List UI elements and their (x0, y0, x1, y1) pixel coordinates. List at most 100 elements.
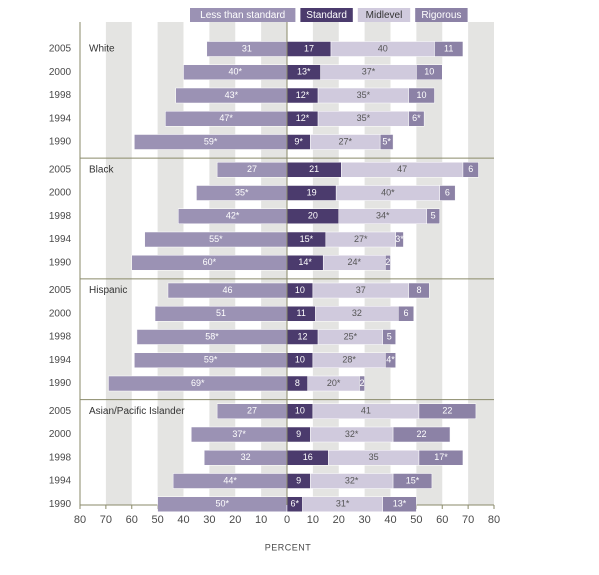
year-label: 2000 (49, 188, 72, 199)
bar (426, 208, 440, 224)
value-label: 46 (222, 285, 232, 295)
value-label: 59* (204, 355, 218, 365)
bar (416, 64, 443, 80)
bar (462, 162, 479, 178)
value-label: 12* (296, 113, 310, 123)
value-label: 19 (307, 187, 317, 197)
value-label: 47* (219, 113, 233, 123)
value-label: 32* (345, 475, 359, 485)
x-tick-label: 20 (333, 514, 345, 526)
value-label: 5 (431, 211, 436, 221)
value-label: 28* (342, 355, 356, 365)
value-label: 37* (232, 429, 246, 439)
value-label: 15* (406, 475, 420, 485)
value-label: 8 (416, 285, 421, 295)
bar (385, 255, 391, 271)
x-tick-label: 70 (462, 514, 474, 526)
value-label: 40* (228, 67, 242, 77)
value-label: 25* (344, 331, 358, 341)
value-label: 55* (209, 234, 223, 244)
value-label: 58* (205, 331, 219, 341)
year-label: 2005 (49, 406, 72, 417)
year-label: 2000 (49, 308, 72, 319)
bar (392, 426, 451, 443)
value-label: 6* (412, 113, 421, 123)
value-label: 32* (345, 429, 359, 439)
x-tick-label: 10 (307, 514, 319, 526)
x-tick-label: 10 (255, 514, 267, 526)
x-tick-label: 70 (100, 514, 112, 526)
x-tick-label: 80 (74, 514, 86, 526)
value-label: 35* (357, 113, 371, 123)
value-label: 31* (336, 499, 350, 509)
group-label: White (89, 44, 115, 55)
value-label: 5* (382, 136, 391, 146)
bar (359, 375, 365, 392)
value-label: 11 (297, 308, 306, 318)
value-label: 44* (223, 475, 237, 485)
value-label: 4* (386, 355, 395, 365)
value-label: 6 (468, 164, 473, 174)
value-label: 27* (338, 136, 352, 146)
year-label: 1990 (49, 499, 72, 510)
value-label: 40* (381, 187, 395, 197)
year-label: 1990 (49, 137, 72, 148)
value-label: 3* (395, 234, 404, 244)
value-label: 35* (357, 90, 371, 100)
x-tick-label: 0 (284, 514, 290, 526)
year-label: 2005 (49, 164, 72, 175)
value-label: 9* (294, 136, 303, 146)
bar (408, 111, 425, 127)
x-tick-label: 60 (436, 514, 448, 526)
year-label: 1990 (49, 378, 72, 389)
year-label: 1994 (49, 476, 72, 487)
bar (395, 231, 404, 248)
value-label: 5 (387, 331, 392, 341)
bar (439, 185, 456, 201)
legend-swatch (190, 8, 296, 22)
x-tick-label: 30 (359, 514, 371, 526)
value-label: 32 (352, 308, 362, 318)
legend-swatch (415, 8, 468, 22)
value-label: 40 (378, 43, 388, 53)
x-tick-label: 20 (229, 514, 241, 526)
value-label: 27 (247, 406, 257, 416)
group-label: Hispanic (89, 285, 127, 296)
value-label: 43* (225, 90, 239, 100)
year-label: 1998 (49, 332, 72, 343)
bar (408, 87, 435, 104)
value-label: 16 (303, 452, 313, 462)
bar (382, 496, 417, 512)
value-label: 14* (298, 257, 312, 267)
value-label: 21 (309, 164, 319, 174)
year-label: 2005 (49, 285, 72, 296)
year-label: 1990 (49, 257, 72, 268)
bar (382, 329, 396, 345)
x-tick-label: 40 (384, 514, 396, 526)
bar (408, 282, 430, 299)
value-label: 10 (417, 90, 427, 100)
value-label: 13* (393, 499, 407, 509)
x-tick-label: 50 (152, 514, 164, 526)
bar (385, 352, 396, 368)
year-label: 1998 (49, 90, 72, 101)
value-label: 35* (235, 187, 249, 197)
value-label: 17 (304, 43, 314, 53)
value-label: 24* (348, 257, 362, 267)
value-label: 13* (297, 67, 311, 77)
x-tick-label: 80 (488, 514, 500, 526)
value-label: 10 (295, 355, 305, 365)
value-label: 9 (296, 475, 301, 485)
grid-stripe (105, 22, 132, 505)
legend-swatch (357, 8, 411, 22)
bar (398, 306, 415, 322)
value-label: 35 (369, 452, 379, 462)
year-label: 1998 (49, 452, 72, 463)
value-label: 8 (295, 378, 300, 388)
grid-stripe (468, 22, 494, 505)
x-tick-label: 50 (410, 514, 422, 526)
bar (379, 134, 394, 150)
x-tick-label: 60 (126, 514, 138, 526)
legend-label: Rigorous (421, 10, 461, 21)
